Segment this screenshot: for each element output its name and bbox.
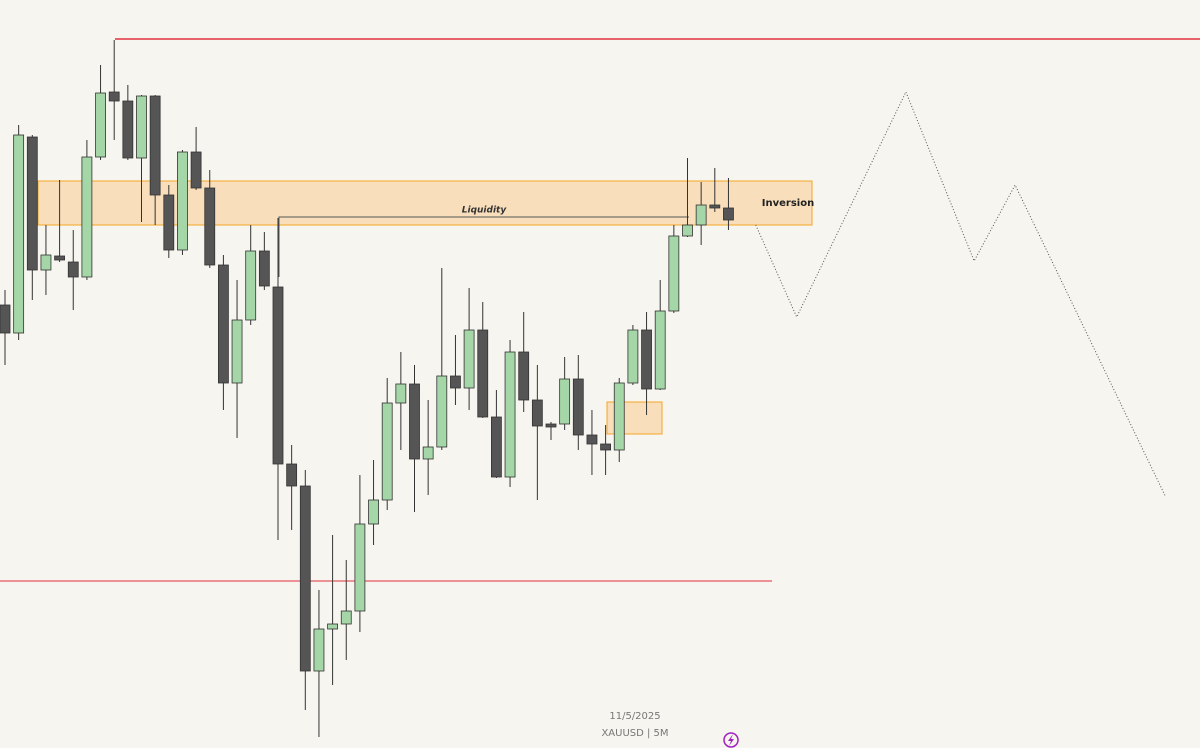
candle-body bbox=[641, 329, 652, 390]
candle-body bbox=[81, 156, 93, 278]
candle-body bbox=[627, 329, 639, 384]
liquidity-line bbox=[278, 216, 689, 277]
candle-body bbox=[26, 136, 38, 271]
candle-body bbox=[286, 463, 298, 487]
candle-body bbox=[545, 423, 557, 428]
candle-body bbox=[122, 100, 134, 159]
candle-body bbox=[395, 383, 407, 404]
candle-body bbox=[668, 235, 680, 312]
candle-body bbox=[695, 204, 707, 226]
candle-body bbox=[327, 623, 339, 630]
candle-body bbox=[13, 134, 25, 334]
candle-body bbox=[217, 264, 229, 384]
candle-body bbox=[136, 95, 147, 159]
candle-body bbox=[409, 383, 420, 460]
candle-body bbox=[586, 434, 598, 445]
candle-body bbox=[368, 499, 379, 525]
candle-body bbox=[40, 254, 52, 271]
candle-body bbox=[381, 402, 393, 501]
candle-body bbox=[95, 92, 106, 158]
zone-label: Inversion bbox=[762, 198, 814, 209]
candle-body bbox=[490, 416, 502, 478]
candle-body bbox=[723, 207, 734, 221]
candle-body bbox=[436, 375, 448, 448]
flash-icon bbox=[723, 732, 739, 748]
candle-body bbox=[450, 375, 461, 389]
symbol-label: XAUUSD | 5M bbox=[601, 728, 668, 739]
candle-body bbox=[54, 255, 65, 261]
candle-body bbox=[163, 194, 175, 251]
candle-body bbox=[272, 286, 284, 465]
candle-body bbox=[354, 523, 366, 612]
candle-body bbox=[108, 91, 120, 102]
candle-body bbox=[600, 443, 611, 451]
candle-body bbox=[531, 399, 543, 427]
candle-body bbox=[477, 329, 489, 418]
liquidity-label: Liquidity bbox=[462, 206, 508, 216]
candle-body bbox=[682, 224, 693, 237]
candle-body bbox=[340, 610, 352, 625]
candle-body bbox=[463, 329, 475, 389]
chart-date: 11/5/2025 bbox=[609, 711, 660, 722]
candle-body bbox=[709, 204, 721, 209]
candle-body bbox=[572, 378, 584, 436]
candle-body bbox=[231, 319, 243, 384]
candle-body bbox=[422, 446, 434, 460]
candle-body bbox=[245, 250, 257, 321]
candle-body bbox=[613, 382, 625, 451]
candle-body bbox=[149, 95, 161, 196]
candle-body bbox=[313, 628, 325, 672]
candle-body bbox=[0, 304, 11, 334]
projection-path bbox=[755, 90, 1166, 497]
candle-body bbox=[204, 187, 216, 266]
candle-body bbox=[654, 310, 666, 390]
plot: Inversion Liquidity bbox=[0, 38, 1200, 737]
candle-body bbox=[504, 351, 516, 478]
candle-body bbox=[518, 351, 530, 401]
candle-body bbox=[177, 151, 188, 251]
candle-body bbox=[67, 261, 79, 278]
candle-body bbox=[258, 250, 270, 287]
candle-body bbox=[559, 378, 571, 425]
candle-body bbox=[190, 151, 202, 189]
candle-body bbox=[299, 485, 311, 672]
